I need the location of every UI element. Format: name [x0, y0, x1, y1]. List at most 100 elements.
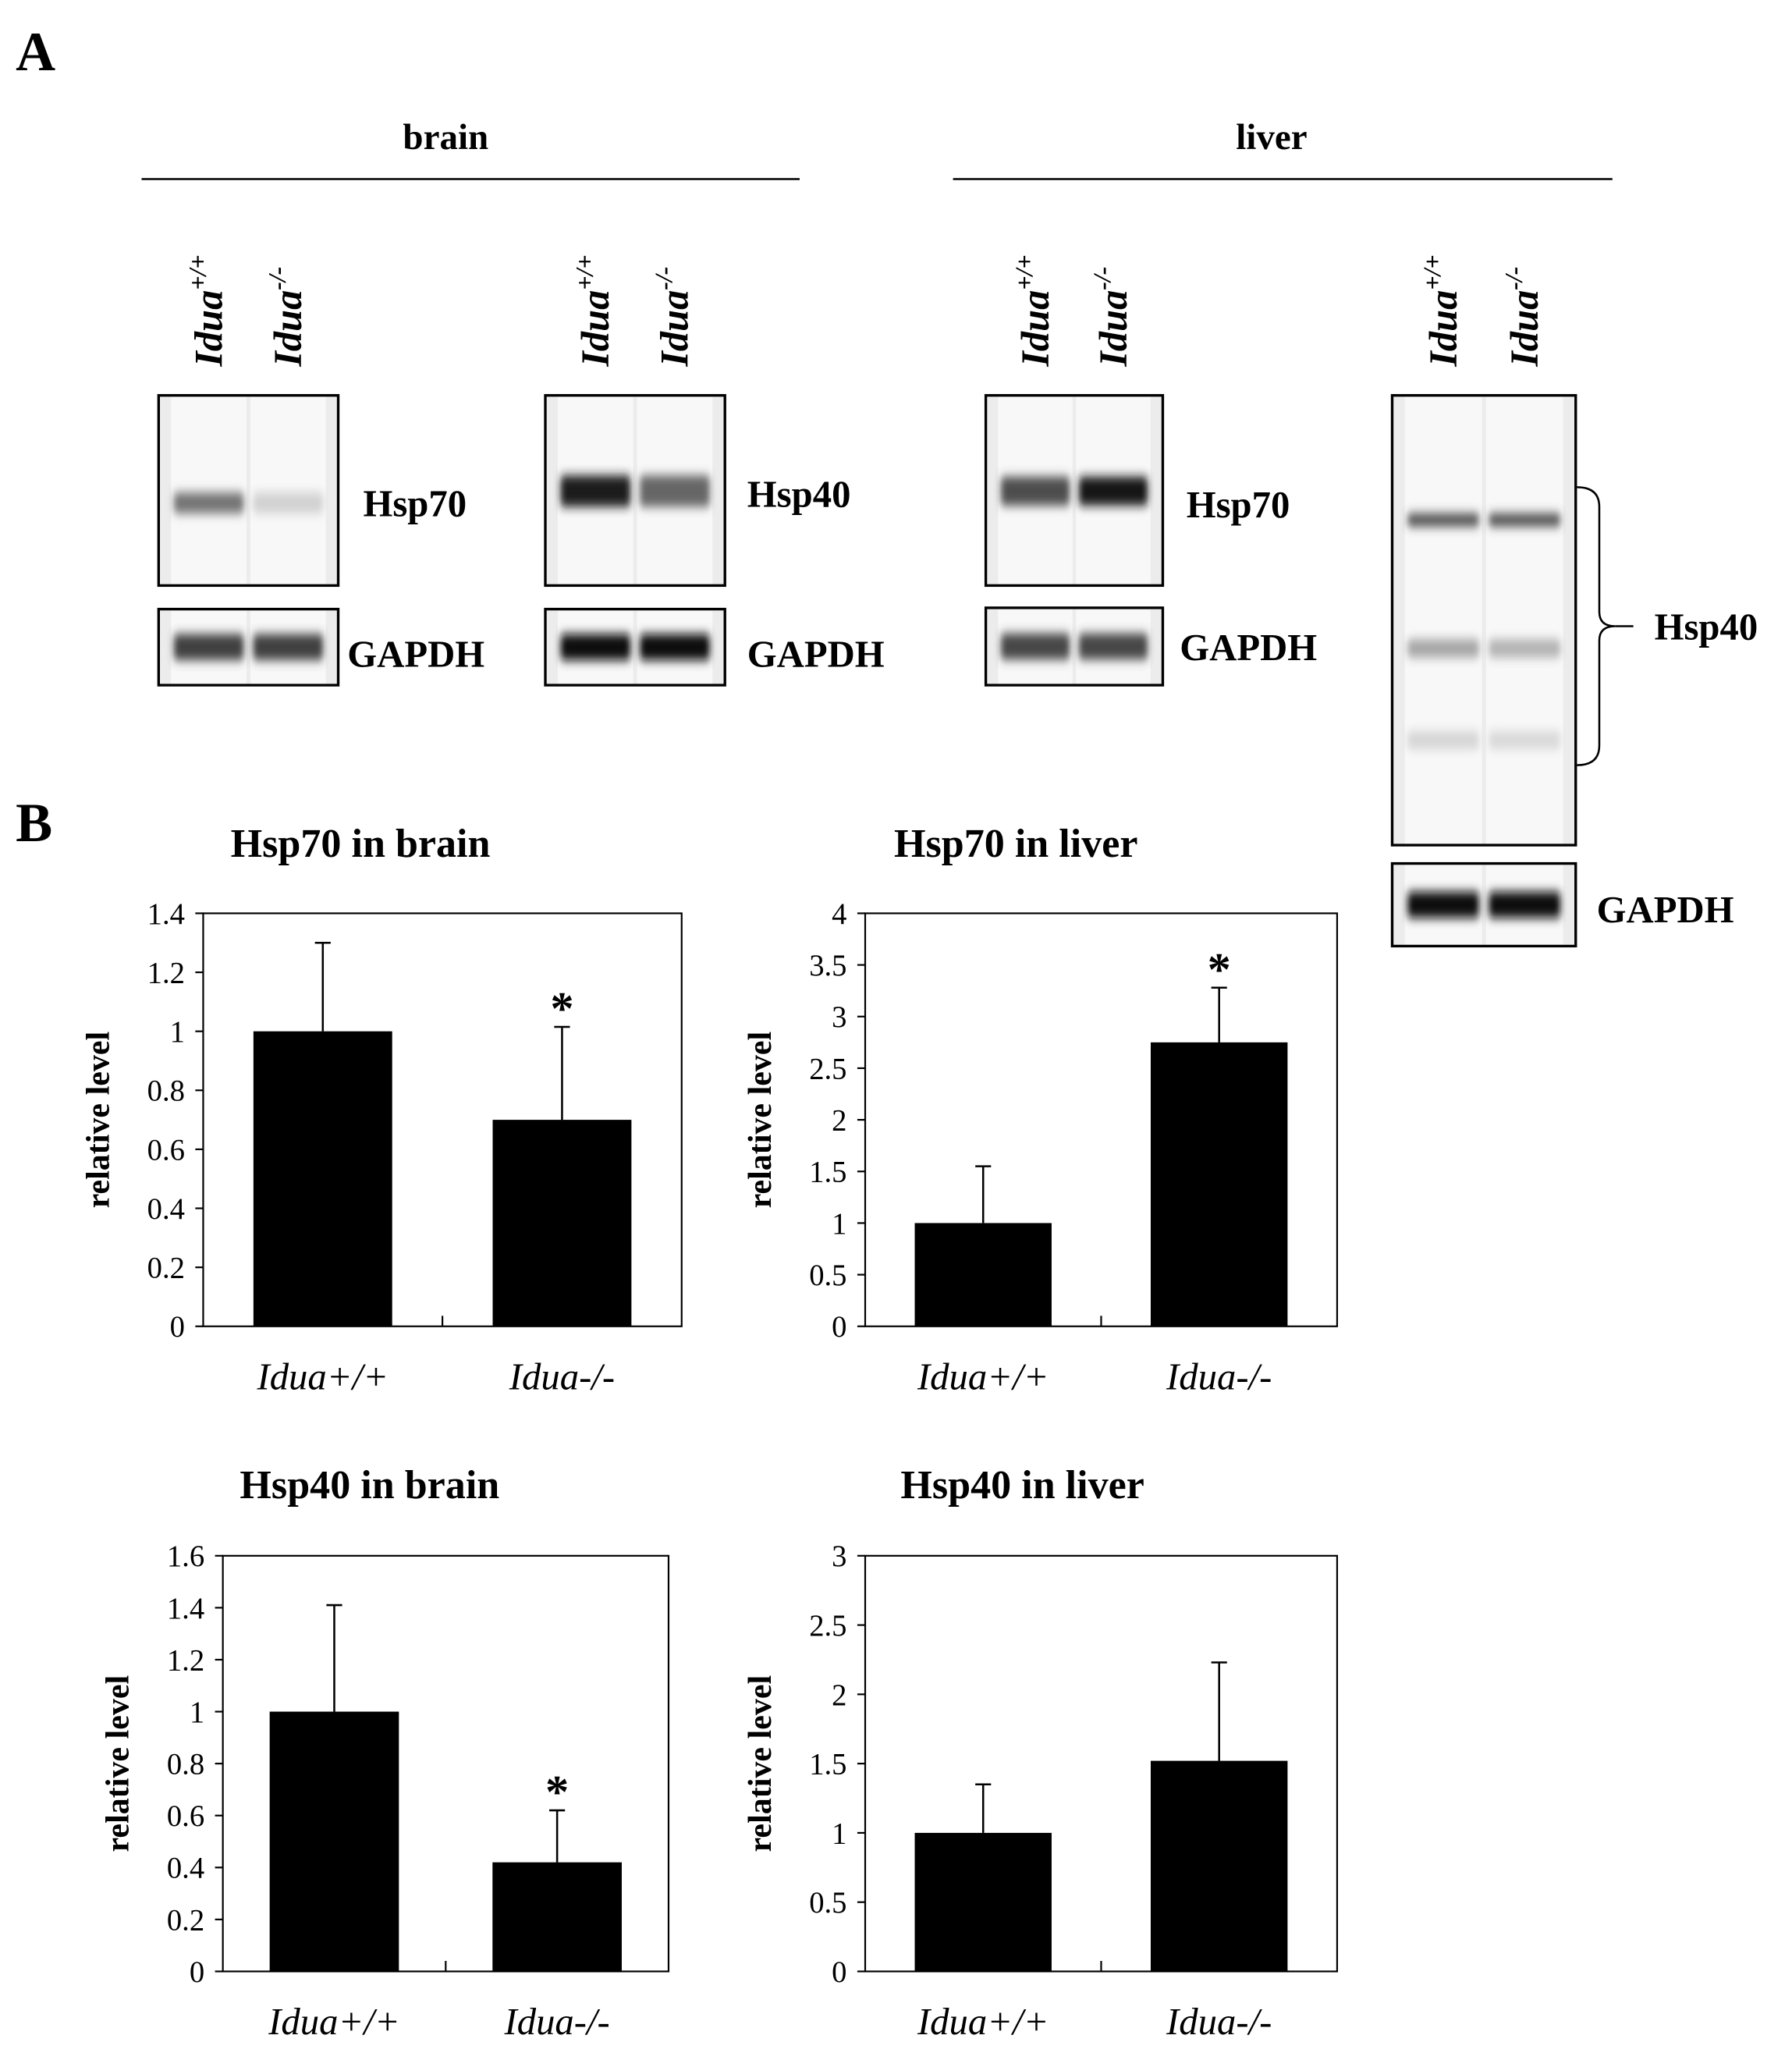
y-tick-label: 0.8 [147, 1075, 185, 1108]
y-tick-label: 3.5 [809, 950, 846, 982]
y-axis-label: relative level [743, 1675, 779, 1852]
y-tick-label: 0.4 [167, 1852, 204, 1885]
y-tick-label: 1.2 [147, 957, 185, 990]
lane-genotype: +/+ [1419, 254, 1446, 289]
blot-lane [1404, 396, 1482, 844]
y-tick-label: 1.6 [167, 1540, 204, 1573]
blot-border [1390, 861, 1577, 948]
lane-genotype: -/- [651, 267, 678, 290]
blot-band [1407, 513, 1480, 527]
bar [1150, 1042, 1288, 1327]
y-tick-label: 0 [832, 1311, 846, 1344]
blot-band [1489, 513, 1561, 527]
blot-border [157, 394, 340, 588]
x-tick-label: Idua-/- [509, 1355, 615, 1398]
y-tick-label: 1 [190, 1696, 204, 1729]
y-tick-label: 0.6 [147, 1134, 185, 1167]
y-tick-label: 1 [832, 1208, 846, 1241]
y-tick-label: 0 [190, 1956, 204, 1989]
y-tick-label: 3 [832, 1540, 846, 1573]
blot-band [1000, 476, 1070, 506]
chart-title: Hsp70 in brain [231, 822, 491, 866]
y-tick-label: 1 [170, 1016, 185, 1049]
y-tick-label: 0.8 [167, 1749, 204, 1781]
lane-label: Idua+/+ [571, 254, 617, 367]
lane-gene: Idua [186, 290, 230, 368]
panel-label: B [16, 793, 52, 854]
bar [914, 1223, 1052, 1327]
significance-mark: * [550, 983, 573, 1035]
loading-label: GAPDH [747, 634, 885, 676]
y-tick-label: 0.2 [167, 1904, 204, 1937]
y-tick-label: 1.5 [809, 1749, 846, 1781]
bar [492, 1862, 622, 1972]
blot-border [1390, 394, 1577, 847]
loading-label: GAPDH [1180, 627, 1317, 669]
chart-title: Hsp70 in liver [894, 822, 1138, 866]
lane-gene: Idua [1421, 290, 1465, 368]
plot-frame [864, 912, 1339, 1327]
y-axis-label: relative level [80, 1032, 116, 1209]
blot-band [1489, 639, 1561, 658]
chart-title: Hsp40 in liver [900, 1463, 1144, 1508]
blot-band [1489, 891, 1561, 918]
x-tick-label: Idua+/+ [917, 1355, 1049, 1398]
x-tick-label: Idua+/+ [268, 2001, 400, 2043]
y-tick-label: 4 [832, 898, 846, 931]
blot-band [1078, 476, 1148, 506]
bar [492, 1120, 632, 1327]
lane-genotype: +/+ [1011, 254, 1038, 289]
bar [253, 1031, 392, 1327]
blot-band [253, 492, 324, 513]
lane-label: Idua+/+ [1011, 254, 1057, 367]
y-tick-label: 0 [170, 1311, 185, 1344]
lane-gene: Idua [573, 290, 617, 368]
y-tick-label: 0.5 [809, 1259, 846, 1292]
y-tick-label: 0.2 [147, 1252, 185, 1285]
chart-title: Hsp40 in brain [240, 1463, 499, 1508]
x-tick-label: Idua-/- [503, 2001, 609, 2043]
blot-band [173, 634, 244, 661]
y-tick-label: 2 [832, 1105, 846, 1138]
target-label: Hsp70 [363, 482, 467, 524]
y-tick-label: 0.4 [147, 1193, 185, 1226]
blot-band [1078, 633, 1148, 660]
y-axis-label: relative level [101, 1675, 137, 1852]
lane-label: Idua+/+ [1419, 254, 1465, 367]
x-tick-label: Idua-/- [1166, 1355, 1272, 1398]
blot-border [984, 606, 1165, 687]
lane-label: Idua-/- [651, 267, 697, 368]
lane-gene: Idua [653, 290, 697, 368]
blot-band [1407, 730, 1480, 750]
blot-band [1407, 891, 1480, 918]
blot-lane [171, 396, 247, 584]
y-tick-label: 2 [832, 1679, 846, 1712]
blot-border [984, 394, 1165, 588]
y-tick-label: 0.5 [809, 1887, 846, 1920]
loading-label: GAPDH [347, 634, 484, 676]
blot-band [173, 492, 244, 513]
lane-label: Idua-/- [1500, 267, 1546, 368]
blot-band [1489, 730, 1561, 750]
y-tick-label: 0.6 [167, 1800, 204, 1833]
lane-label: Idua-/- [1089, 267, 1135, 368]
lane-label: Idua+/+ [184, 254, 230, 367]
blot-band [1407, 639, 1480, 658]
bar [269, 1711, 399, 1972]
blot-border [157, 607, 340, 687]
blot-band [639, 634, 710, 661]
lane-gene: Idua [1503, 290, 1546, 368]
blot-band [1000, 633, 1070, 660]
group-label: brain [403, 117, 488, 158]
y-tick-label: 1.4 [167, 1593, 204, 1625]
lane-gene: Idua [1091, 290, 1135, 368]
blot-band [639, 475, 710, 507]
lane-genotype: -/- [1089, 267, 1116, 290]
blot-band [253, 634, 324, 661]
group-label: liver [1236, 117, 1307, 158]
target-label: Hsp40 [1655, 606, 1758, 648]
lane-gene: Idua [266, 290, 310, 368]
lane-genotype: -/- [1500, 267, 1528, 290]
y-tick-label: 2.5 [809, 1610, 846, 1643]
